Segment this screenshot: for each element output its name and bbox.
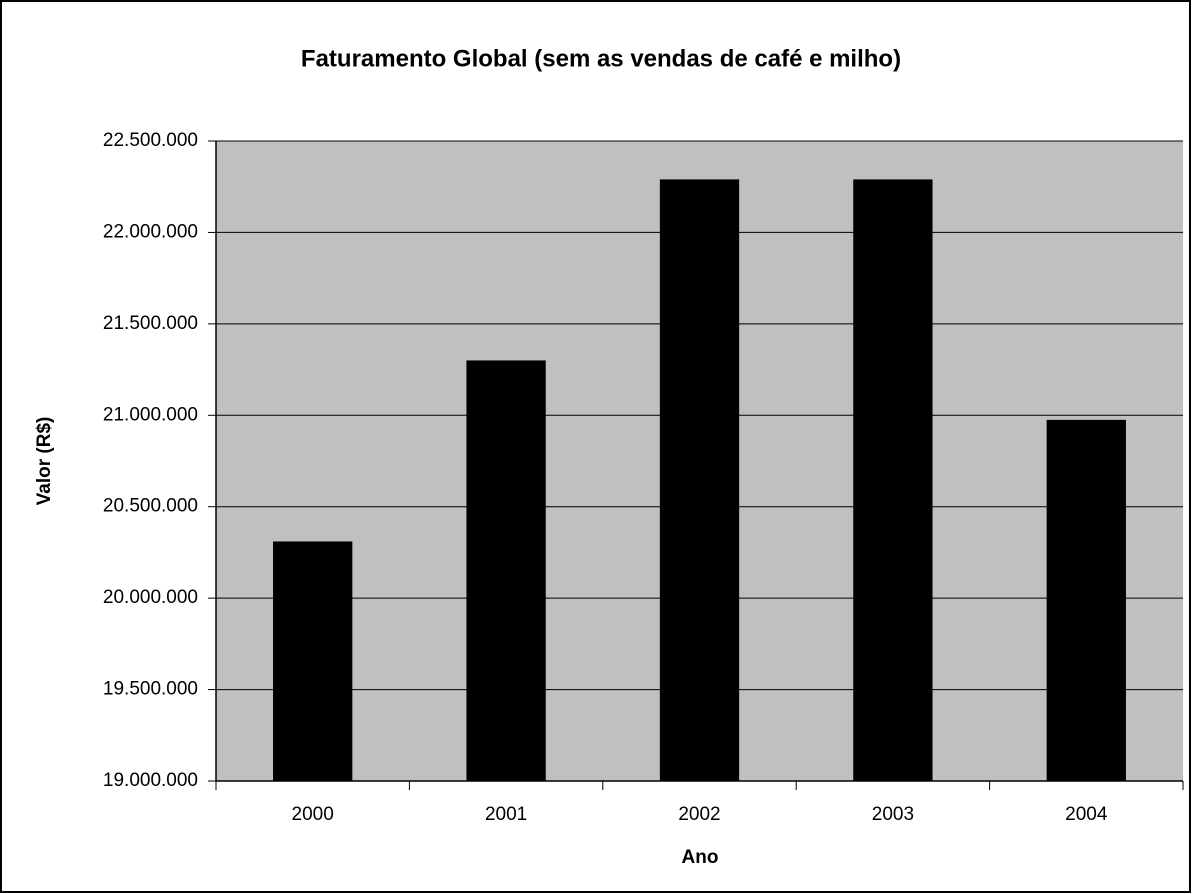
y-tick-label: 20.500.000 [103, 496, 198, 517]
x-axis-label: Ano [682, 847, 719, 868]
y-tick-label: 21.000.000 [103, 404, 198, 425]
x-tick-label: 2002 [678, 804, 720, 825]
y-tick-label: 19.000.000 [103, 770, 198, 791]
y-tick-label: 22.500.000 [103, 130, 198, 151]
bar [1046, 419, 1126, 781]
bar [466, 360, 546, 781]
bar [659, 179, 740, 781]
y-axis-label: Valor (R$) [34, 417, 55, 506]
bar [853, 179, 933, 781]
x-tick-label: 2001 [485, 804, 527, 825]
y-tick-label: 19.500.000 [103, 679, 198, 700]
chart-title: Faturamento Global (sem as vendas de caf… [301, 45, 901, 72]
x-tick-label: 2004 [1065, 804, 1108, 825]
x-tick-label: 2000 [292, 804, 334, 825]
bar [273, 541, 353, 781]
y-tick-label: 22.000.000 [103, 221, 198, 242]
y-tick-label: 20.000.000 [103, 587, 198, 608]
x-tick-label: 2003 [872, 804, 914, 825]
y-tick-label: 21.500.000 [103, 313, 198, 334]
